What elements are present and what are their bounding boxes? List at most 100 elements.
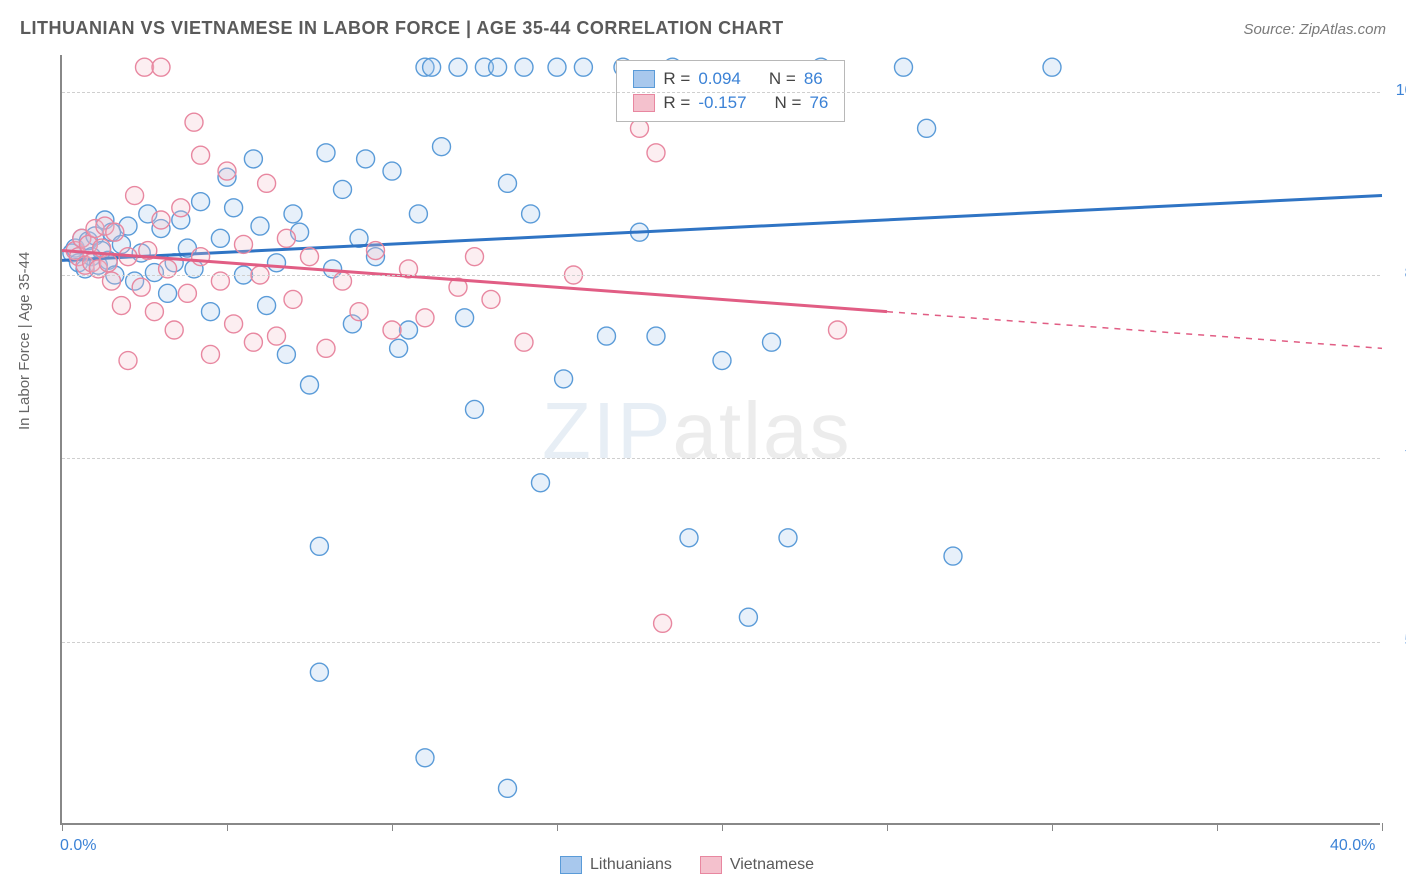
r-label: R = (663, 93, 690, 113)
scatter-point (185, 113, 203, 131)
scatter-point (574, 58, 592, 76)
scatter-point (159, 284, 177, 302)
scatter-point (456, 309, 474, 327)
x-tick (392, 823, 393, 831)
legend-label: Lithuanians (590, 856, 672, 874)
x-tick (1217, 823, 1218, 831)
scatter-point (515, 58, 533, 76)
scatter-point (433, 138, 451, 156)
scatter-point (895, 58, 913, 76)
scatter-point (258, 174, 276, 192)
scatter-point (268, 327, 286, 345)
scatter-point (225, 315, 243, 333)
scatter-point (126, 187, 144, 205)
scatter-point (466, 400, 484, 418)
scatter-point (555, 370, 573, 388)
scatter-point (301, 376, 319, 394)
scatter-point (390, 339, 408, 357)
x-tick (62, 823, 63, 831)
plot-area: ZIPatlas R = 0.094 N = 86 R = -0.157 N =… (60, 55, 1380, 825)
scatter-point (763, 333, 781, 351)
scatter-point (211, 229, 229, 247)
scatter-point (423, 58, 441, 76)
scatter-point (400, 321, 418, 339)
x-tick (557, 823, 558, 831)
scatter-point (499, 779, 517, 797)
scatter-point (218, 162, 236, 180)
r-value: 0.094 (698, 69, 741, 89)
scatter-point (449, 58, 467, 76)
scatter-point (779, 529, 797, 547)
scatter-point (654, 614, 672, 632)
x-tick (722, 823, 723, 831)
scatter-point (202, 345, 220, 363)
scatter-point (192, 146, 210, 164)
scatter-point (310, 537, 328, 555)
legend-row: R = -0.157 N = 76 (633, 91, 828, 115)
scatter-point (132, 278, 150, 296)
r-value: -0.157 (698, 93, 746, 113)
scatter-point (251, 217, 269, 235)
scatter-point (466, 248, 484, 266)
source-label: Source: ZipAtlas.com (1243, 21, 1386, 38)
scatter-point (647, 327, 665, 345)
scatter-point (172, 199, 190, 217)
scatter-point (383, 321, 401, 339)
x-tick (227, 823, 228, 831)
scatter-point (284, 205, 302, 223)
scatter-point (499, 174, 517, 192)
scatter-point (334, 180, 352, 198)
scatter-point (532, 474, 550, 492)
legend-item: Lithuanians (560, 856, 672, 874)
scatter-point (178, 284, 196, 302)
y-tick-label: 100.0% (1396, 82, 1406, 100)
scatter-point (152, 211, 170, 229)
legend-label: Vietnamese (730, 856, 814, 874)
scatter-point (277, 345, 295, 363)
scatter-point (1043, 58, 1061, 76)
n-value: 86 (804, 69, 823, 89)
legend-row: R = 0.094 N = 86 (633, 67, 828, 91)
scatter-point (136, 58, 154, 76)
scatter-point (317, 339, 335, 357)
x-tick-label: 40.0% (1330, 837, 1375, 855)
scatter-point (713, 352, 731, 370)
scatter-point (647, 144, 665, 162)
scatter-point (680, 529, 698, 547)
gridline (62, 275, 1380, 276)
scatter-point (112, 297, 130, 315)
scatter-point (244, 333, 262, 351)
scatter-point (165, 321, 183, 339)
legend-item: Vietnamese (700, 856, 814, 874)
scatter-point (383, 162, 401, 180)
scatter-point (522, 205, 540, 223)
x-tick (1052, 823, 1053, 831)
gridline (62, 92, 1380, 93)
scatter-point (202, 303, 220, 321)
scatter-point (235, 235, 253, 253)
scatter-point (367, 242, 385, 260)
scatter-point (145, 303, 163, 321)
scatter-point (350, 303, 368, 321)
scatter-point (317, 144, 335, 162)
scatter-point (482, 290, 500, 308)
scatter-point (244, 150, 262, 168)
n-label: N = (775, 93, 802, 113)
scatter-point (918, 119, 936, 137)
scatter-point (284, 290, 302, 308)
scatter-point (829, 321, 847, 339)
scatter-point (192, 193, 210, 211)
scatter-point (106, 223, 124, 241)
scatter-point (416, 749, 434, 767)
scatter-point (548, 58, 566, 76)
scatter-point (301, 248, 319, 266)
scatter-point (192, 248, 210, 266)
scatter-point (944, 547, 962, 565)
scatter-point (99, 254, 117, 272)
n-label: N = (769, 69, 796, 89)
scatter-point (739, 608, 757, 626)
scatter-point (416, 309, 434, 327)
x-tick (1382, 823, 1383, 831)
scatter-point (119, 352, 137, 370)
scatter-point (310, 663, 328, 681)
